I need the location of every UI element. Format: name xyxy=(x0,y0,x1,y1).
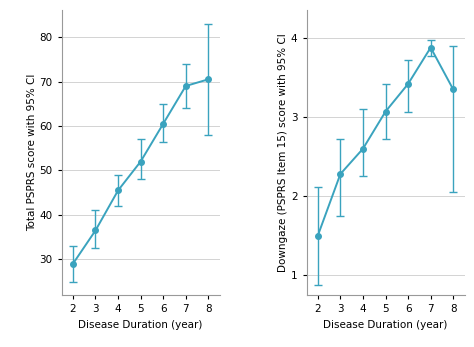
Y-axis label: Total PSPRS score with 95% CI: Total PSPRS score with 95% CI xyxy=(27,74,36,231)
Y-axis label: Downgaze (PSPRS Item 15) score with 95% CI: Downgaze (PSPRS Item 15) score with 95% … xyxy=(278,33,288,272)
X-axis label: Disease Duration (year): Disease Duration (year) xyxy=(323,320,448,330)
X-axis label: Disease Duration (year): Disease Duration (year) xyxy=(78,320,203,330)
